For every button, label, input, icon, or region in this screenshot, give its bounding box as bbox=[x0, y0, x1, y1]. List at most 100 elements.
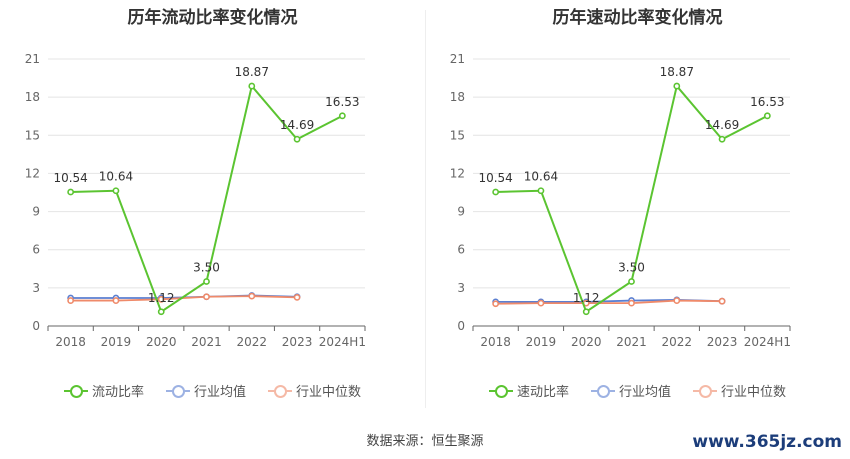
data-label: 10.64 bbox=[524, 170, 558, 184]
legend-label: 行业中位数 bbox=[296, 385, 362, 400]
legend-swatch bbox=[165, 384, 190, 398]
y-tick-label: 12 bbox=[450, 166, 465, 180]
data-point bbox=[248, 292, 256, 300]
data-label: 16.53 bbox=[325, 95, 359, 109]
legend-label: 行业均值 bbox=[618, 385, 671, 400]
data-point bbox=[203, 278, 210, 285]
data-label: 16.53 bbox=[750, 95, 784, 109]
x-tick-label: 2023 bbox=[707, 335, 738, 349]
legend-swatch bbox=[268, 384, 292, 398]
legend-item[interactable]: 行业中位数 bbox=[268, 381, 361, 400]
x-tick-label: 2020 bbox=[571, 335, 602, 349]
legend-item[interactable]: 速动比率 bbox=[488, 381, 569, 400]
data-point bbox=[763, 112, 771, 120]
chart-plot: 0 3 6 9 12 15 18 21 2018 2019 2020 2021 2022 2023 2024… bbox=[450, 52, 791, 349]
legend-marker bbox=[494, 384, 508, 398]
y-tick-label: 6 bbox=[457, 243, 465, 257]
data-point bbox=[492, 188, 500, 196]
data-point bbox=[537, 187, 545, 195]
y-tick-label: 6 bbox=[32, 243, 40, 257]
chart-title: 历年速动比率变化情况 bbox=[552, 8, 723, 28]
x-tick-label: 2024H1 bbox=[744, 335, 791, 349]
chart-legend: 流动比率 行业均值 行业中位数 bbox=[0, 381, 425, 400]
chart-plot: 0 3 6 9 12 15 18 21 2018 2019 2020 2021 2022 2023 2024… bbox=[25, 52, 366, 349]
legend-marker bbox=[171, 384, 185, 398]
legend-item[interactable]: 行业中位数 bbox=[693, 381, 786, 400]
y-tick-label: 18 bbox=[450, 90, 465, 104]
y-tick-label: 3 bbox=[32, 281, 40, 295]
x-tick-label: 2021 bbox=[191, 335, 222, 349]
series-line-industry-median bbox=[70, 295, 298, 302]
legend-label: 速动比率 bbox=[516, 385, 569, 400]
legend-marker bbox=[699, 384, 712, 398]
legend-swatch bbox=[693, 384, 717, 398]
x-tick-label: 2019 bbox=[101, 335, 132, 349]
data-point bbox=[67, 188, 75, 196]
data-point bbox=[157, 295, 165, 303]
y-tick-label: 12 bbox=[25, 166, 40, 180]
data-point bbox=[628, 299, 635, 307]
data-label: 1.12 bbox=[573, 291, 600, 305]
y-tick-label: 21 bbox=[25, 52, 40, 66]
data-source: 数据来源：恒生聚源 bbox=[366, 434, 484, 449]
y-tick-label: 18 bbox=[25, 90, 40, 104]
legend-marker bbox=[69, 384, 83, 398]
x-tick-label: 2019 bbox=[526, 335, 557, 349]
watermark: www.365jz.com bbox=[692, 432, 842, 452]
data-label: 10.54 bbox=[53, 171, 87, 185]
legend-item[interactable]: 行业均值 bbox=[590, 381, 671, 400]
data-point bbox=[293, 135, 301, 143]
legend-label: 行业均值 bbox=[193, 385, 246, 400]
y-tick-label: 15 bbox=[450, 128, 465, 142]
data-point bbox=[248, 82, 256, 90]
data-point bbox=[628, 278, 635, 285]
legend-swatch bbox=[590, 384, 615, 398]
x-tick-label: 2018 bbox=[55, 335, 86, 349]
data-point bbox=[293, 293, 301, 301]
data-label: 14.69 bbox=[280, 118, 314, 132]
chart-legend: 速动比率 行业均值 行业中位数 bbox=[425, 381, 850, 400]
y-tick-label: 0 bbox=[32, 319, 40, 333]
y-tick-label: 0 bbox=[457, 319, 465, 333]
x-tick-label: 2022 bbox=[662, 335, 693, 349]
data-label: 3.50 bbox=[618, 261, 645, 275]
x-tick-label: 2023 bbox=[282, 335, 313, 349]
legend-label: 行业中位数 bbox=[721, 385, 787, 400]
legend-item[interactable]: 行业均值 bbox=[165, 381, 246, 400]
data-point bbox=[203, 293, 210, 301]
y-tick-label: 21 bbox=[450, 52, 465, 66]
y-tick-label: 9 bbox=[457, 205, 465, 219]
legend-marker bbox=[274, 384, 287, 398]
chart-quick-ratio: 历年速动比率变化情况 0 3 6 9 12 15 18 21 2018 2019 2020 2021 2… bbox=[425, 0, 850, 420]
series-line-industry-median bbox=[495, 299, 723, 305]
chart-current-ratio: 历年流动比率变化情况 0 3 6 9 12 15 18 21 2018 2019 2020 2021 2… bbox=[0, 0, 425, 420]
x-tick-label: 2018 bbox=[480, 335, 511, 349]
chart-title: 历年流动比率变化情况 bbox=[127, 8, 298, 28]
data-label: 18.87 bbox=[660, 65, 694, 79]
data-point bbox=[338, 112, 346, 120]
x-tick-label: 2021 bbox=[616, 335, 647, 349]
data-point bbox=[582, 308, 590, 316]
data-point bbox=[673, 297, 681, 304]
legend-item[interactable]: 流动比率 bbox=[63, 381, 144, 400]
y-tick-label: 3 bbox=[457, 281, 465, 295]
data-point bbox=[67, 297, 75, 304]
x-tick-label: 2020 bbox=[146, 335, 177, 349]
data-point bbox=[112, 187, 120, 195]
legend-marker bbox=[596, 384, 610, 398]
data-point bbox=[112, 297, 120, 304]
data-label: 1.12 bbox=[148, 291, 175, 305]
y-tick-label: 9 bbox=[32, 205, 40, 219]
chart-divider bbox=[425, 10, 426, 408]
data-point bbox=[673, 82, 681, 90]
data-label: 3.50 bbox=[193, 261, 220, 275]
x-tick-label: 2022 bbox=[237, 335, 268, 349]
data-label: 14.69 bbox=[705, 118, 739, 132]
legend-swatch bbox=[488, 384, 513, 398]
data-point bbox=[157, 308, 165, 316]
legend-label: 流动比率 bbox=[91, 385, 144, 400]
y-tick-label: 15 bbox=[25, 128, 40, 142]
data-label: 10.54 bbox=[478, 171, 512, 185]
data-point bbox=[718, 135, 726, 143]
x-tick-label: 2024H1 bbox=[319, 335, 366, 349]
